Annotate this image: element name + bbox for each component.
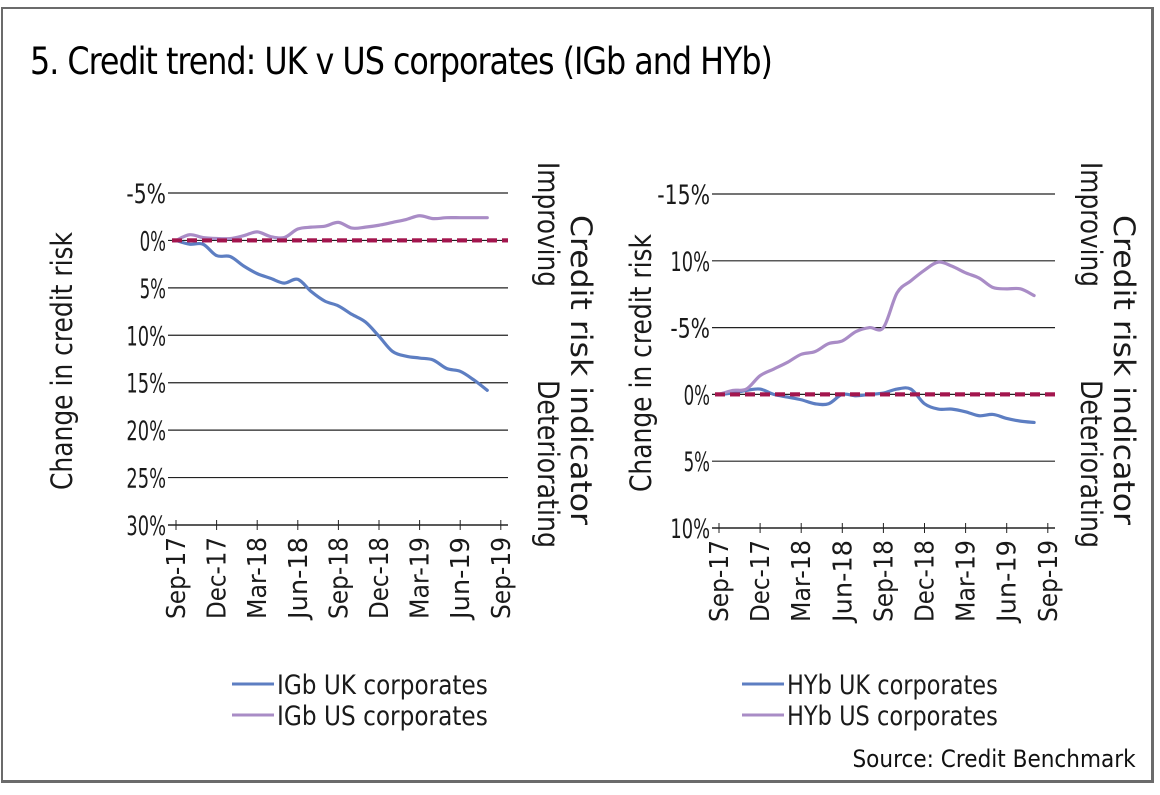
right-label-deteriorating: Deteriorating <box>531 380 565 548</box>
x-tick-label: Mar-18 <box>787 540 817 622</box>
x-tick-label: Jun-18 <box>828 540 858 624</box>
y-axis-label: Change in credit risk <box>45 232 79 490</box>
x-tick-label: Jun-19 <box>993 540 1023 624</box>
x-tick-label: Mar-19 <box>406 537 436 619</box>
y-tick-label: 20% <box>126 416 166 447</box>
chart-title: 5. Credit trend: UK v US corporates (IGb… <box>30 40 773 83</box>
right-axis-label: Credit risk indicator <box>564 215 598 525</box>
x-tick-label: Sep-19 <box>1034 540 1064 622</box>
x-tick-label: Sep-19 <box>487 537 517 619</box>
legend-label: HYb UK corporates <box>787 670 998 701</box>
x-tick-label: Dec-18 <box>911 540 941 622</box>
y-tick-label: 10% <box>126 321 166 352</box>
chart-igb: -5% 0% 5% 10% 15% 20% 25% 30%Sep-17 Dec-17 Mar-18… <box>45 162 598 732</box>
series-line-hyb-us-corporates <box>717 260 1036 396</box>
y-tick-label: 0% <box>140 226 166 257</box>
x-tick-label: Mar-19 <box>952 540 982 622</box>
x-tick-label: Sep-17 <box>705 540 735 622</box>
source-note: Source: Credit Benchmark <box>852 745 1136 773</box>
y-tick-label: -15% <box>657 180 710 211</box>
y-tick-label: 30% <box>126 511 166 542</box>
right-label-improving: Improving <box>531 162 565 287</box>
y-tick-label: 15% <box>126 369 166 400</box>
x-tick-label: Jun-18 <box>284 537 314 621</box>
x-tick-label: Dec-17 <box>203 537 233 619</box>
y-tick-label: -5% <box>670 314 710 345</box>
x-tick-label: Mar-18 <box>243 537 273 619</box>
x-tick-label: Dec-17 <box>746 540 776 622</box>
x-tick-label: Dec-18 <box>365 537 395 619</box>
series-line-igb-uk-corporates <box>174 238 489 392</box>
series-line-hyb-uk-corporates <box>717 386 1036 425</box>
x-tick-label: Sep-17 <box>162 537 192 619</box>
y-tick-label: -5% <box>126 179 166 210</box>
x-tick-label: Sep-18 <box>869 540 899 622</box>
y-tick-label: 10% <box>670 514 710 545</box>
x-tick-label: Sep-18 <box>324 537 354 619</box>
legend-label: IGb UK corporates <box>277 670 488 701</box>
legend-label: HYb US corporates <box>787 701 998 732</box>
y-axis-label: Change in credit risk <box>624 234 658 492</box>
chart-hyb: -15%10%-5%0%5%10%Sep-17 Dec-17 Mar-18 Jun-1… <box>624 162 1141 732</box>
series-line-igb-us-corporates <box>174 214 489 243</box>
right-label-deteriorating: Deteriorating <box>1074 380 1108 548</box>
y-tick-label: 25% <box>126 464 166 495</box>
right-axis-label: Credit risk indicator <box>1107 215 1141 525</box>
x-tick-label: Jun-19 <box>446 537 476 621</box>
legend-label: IGb US corporates <box>277 701 488 732</box>
right-label-improving: Improving <box>1074 162 1108 287</box>
y-tick-label: 5% <box>140 274 166 305</box>
y-tick-label: 5% <box>684 447 710 478</box>
y-tick-label: 10% <box>670 247 710 278</box>
y-tick-label: 0% <box>684 380 710 411</box>
